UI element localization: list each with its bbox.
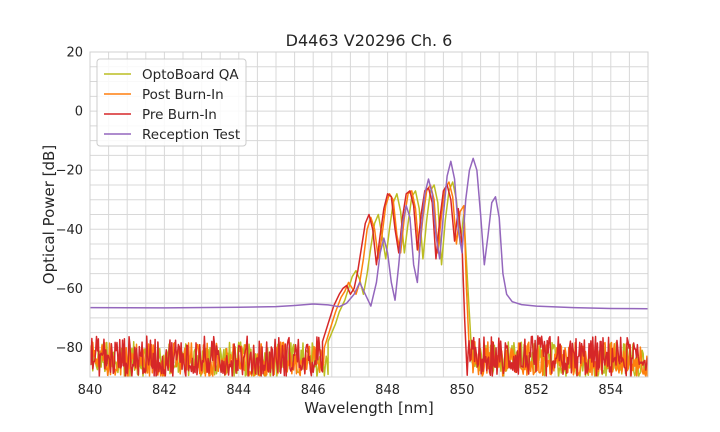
y-tick-labels: 20 0 −20 −40 −60 −80 — [56, 46, 83, 356]
y-tick-label: −60 — [56, 282, 83, 297]
legend-label: Post Burn-In — [142, 87, 224, 103]
series-post-burn-in — [90, 181, 648, 377]
x-tick-label: 854 — [598, 383, 623, 398]
series-reception-test — [90, 157, 648, 310]
y-tick-label: 0 — [75, 105, 83, 120]
y-tick-label: −40 — [56, 223, 83, 238]
legend-label: Reception Test — [142, 127, 240, 143]
x-tick-label: 844 — [226, 383, 251, 398]
legend-label: OptoBoard QA — [142, 67, 239, 83]
x-tick-label: 850 — [450, 383, 475, 398]
legend: OptoBoard QA Post Burn-In Pre Burn-In Recep… — [96, 58, 247, 147]
legend-label: Pre Burn-In — [142, 107, 217, 123]
chart-title: D4463 V20296 Ch. 6 — [286, 31, 453, 50]
series-line — [90, 157, 648, 310]
series-pre-burn-in — [90, 184, 648, 377]
y-tick-label: −20 — [56, 164, 83, 179]
y-tick-label: −80 — [56, 341, 83, 356]
series-line — [90, 184, 648, 377]
y-axis-label: Optical Power [dB] — [40, 145, 58, 284]
x-tick-label: 848 — [375, 383, 400, 398]
plot-frame — [89, 51, 649, 378]
x-axis-label: Wavelength [nm] — [304, 399, 434, 417]
series-line — [90, 181, 648, 377]
legend-box — [96, 58, 247, 147]
x-tick-label: 846 — [301, 383, 326, 398]
x-tick-label: 842 — [152, 383, 177, 398]
x-tick-label: 852 — [524, 383, 549, 398]
series-layer — [90, 157, 648, 377]
x-tick-labels: 840 842 844 846 848 850 852 854 — [78, 383, 624, 398]
x-tick-label: 840 — [78, 383, 103, 398]
y-tick-label: 20 — [66, 46, 83, 61]
